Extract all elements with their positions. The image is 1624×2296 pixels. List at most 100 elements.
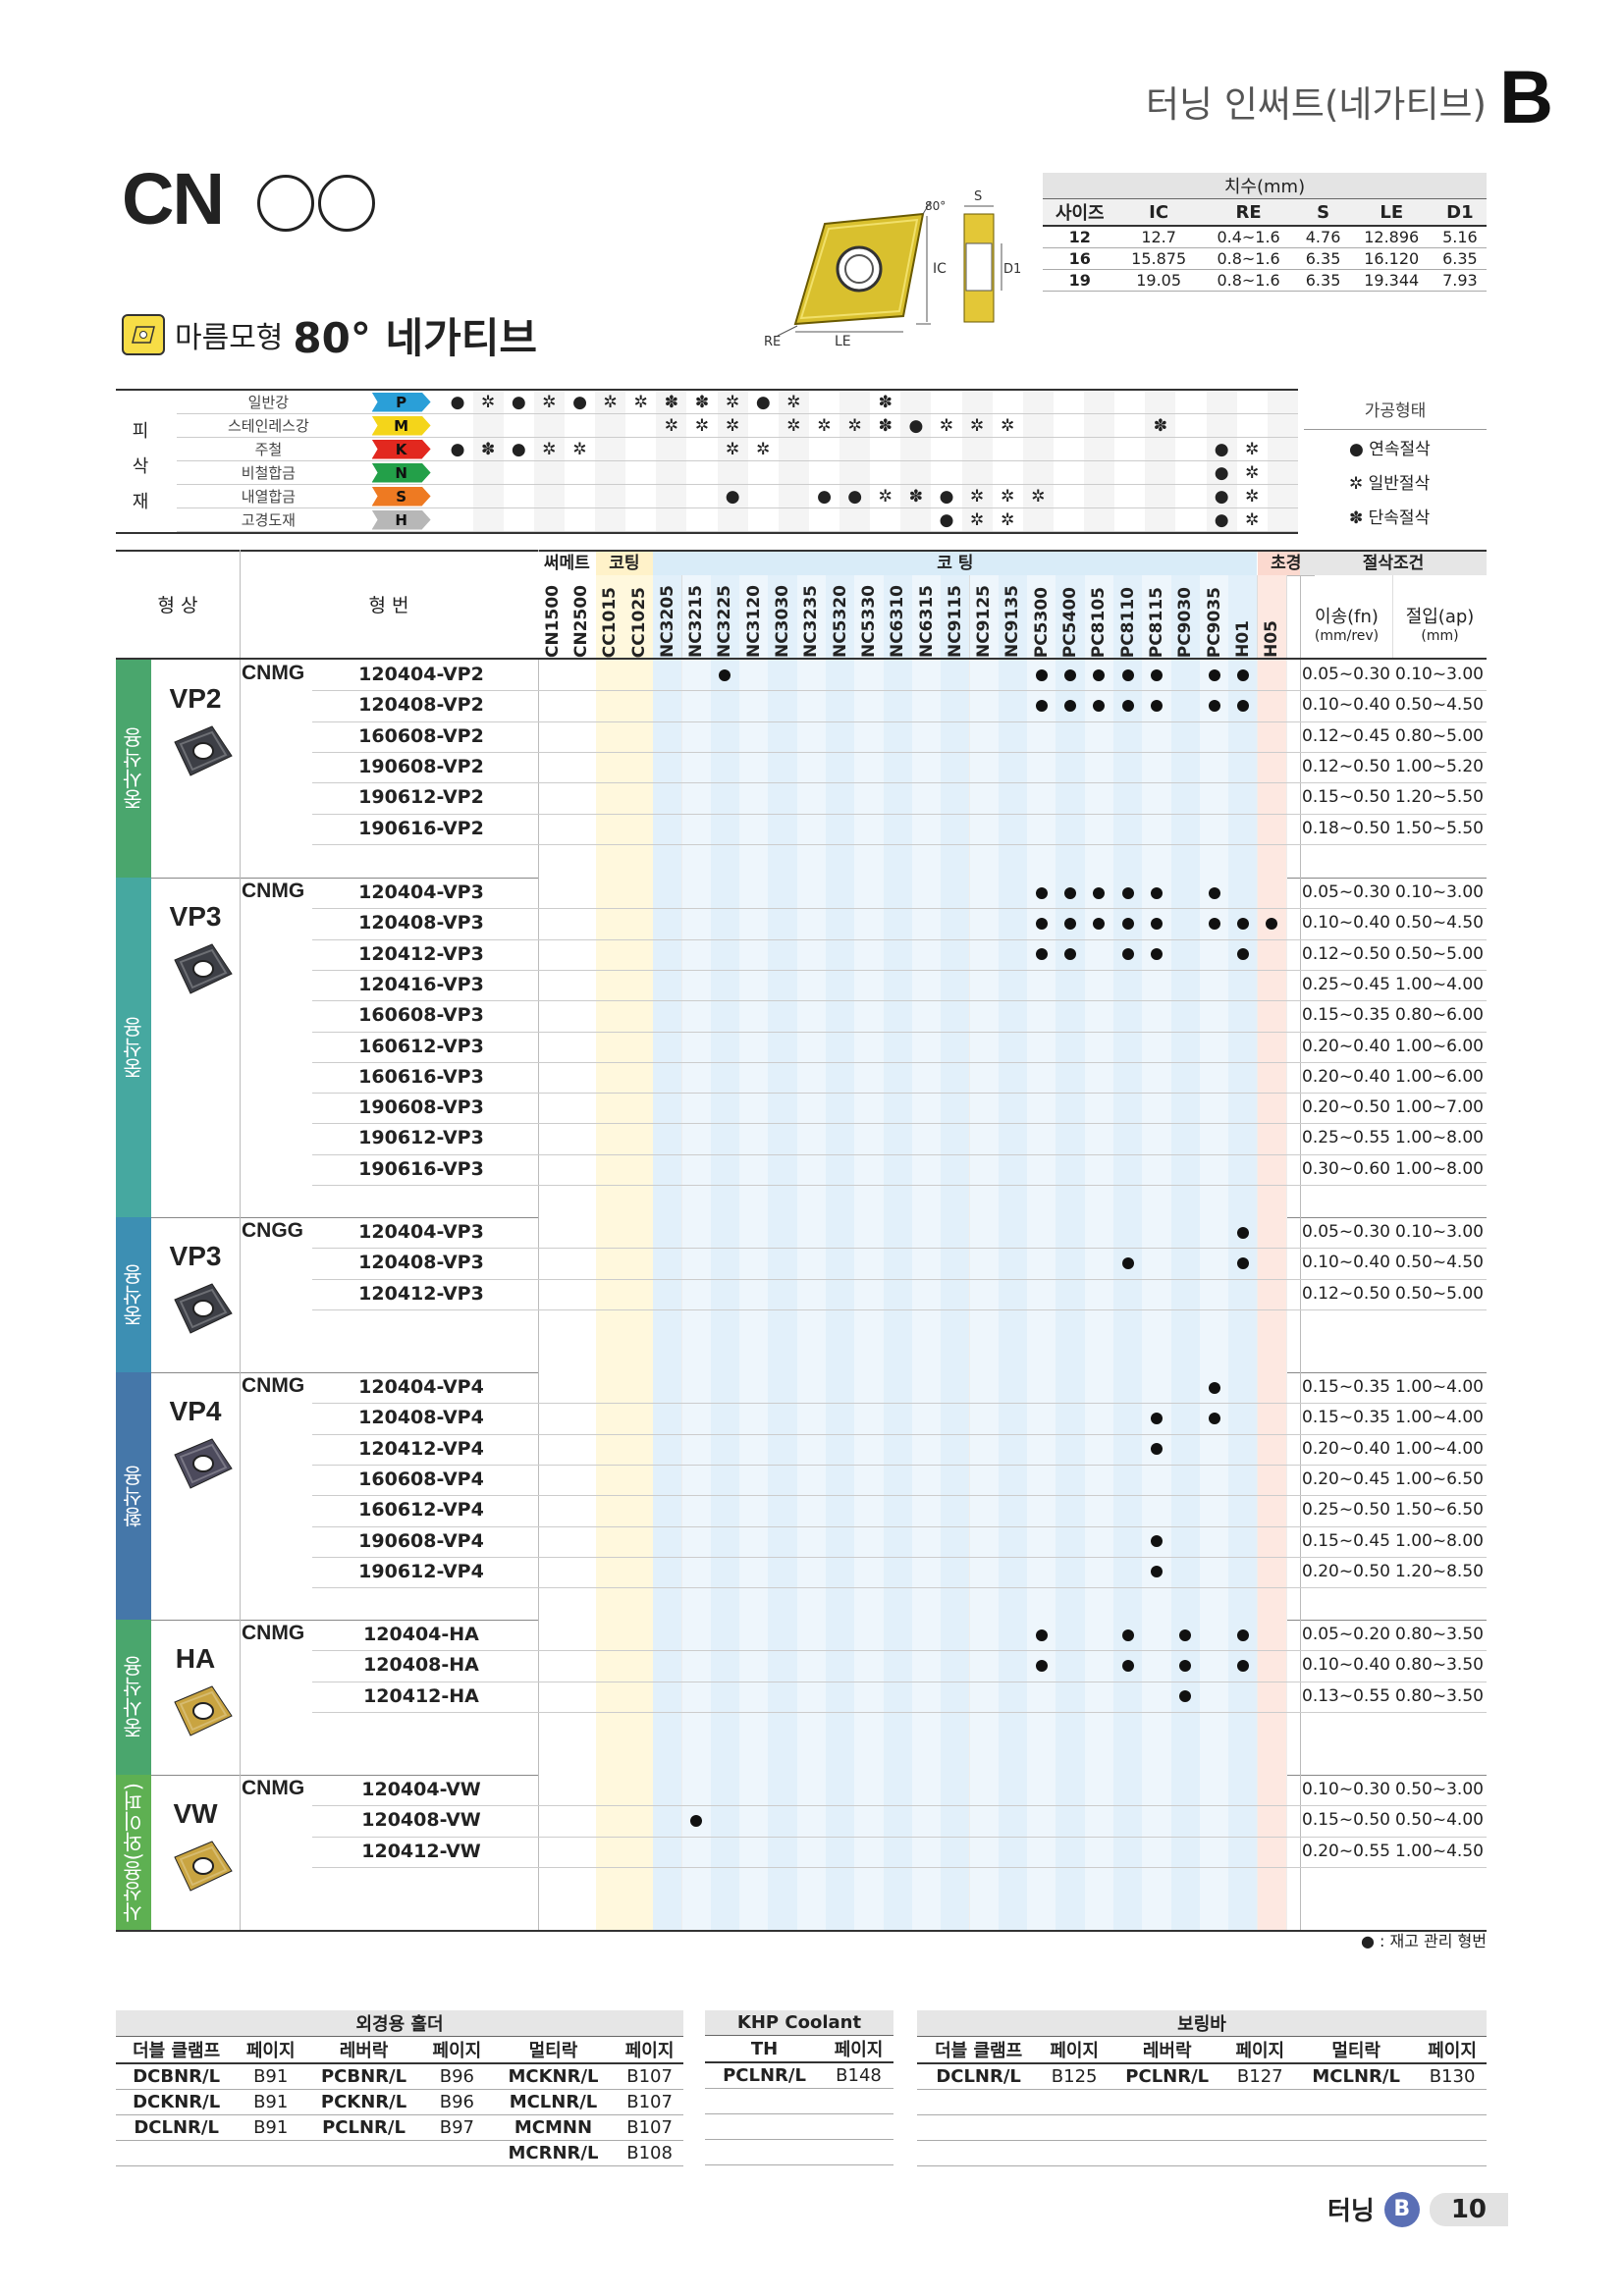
model-number: 160612-VP3 [358,1035,484,1057]
stock-dot [1236,1256,1249,1269]
insert-image [167,722,233,776]
grade-column-bg [796,1217,827,1372]
stock-dot [1093,699,1106,712]
stock-dot [1236,1629,1249,1641]
grade-column-bg [1113,1620,1144,1775]
holder-cell [917,2089,1041,2115]
divider [1300,1775,1301,1930]
insert-image [167,940,233,994]
holder-cell [705,2088,825,2114]
holder-cell [1225,2089,1295,2115]
dimension-cell: 0.8~1.6 [1200,269,1297,292]
holder-header-row: TH 페이지 [705,2035,893,2063]
row-rule [312,782,1487,784]
grade-name: H01 [1232,620,1253,658]
grade-column-bg [653,660,683,878]
model-number: 120404-VW [361,1779,481,1800]
section-band-label: 사상용(와이퍼) [122,1782,145,1923]
material-grade-cell [1022,437,1054,461]
divider [538,1620,539,1775]
holder-row: PCLNR/L B148 [705,2062,893,2089]
material-grade-cell: ✲ [656,413,687,438]
insert-name: HA [175,1643,216,1674]
material-grade-cell [595,413,626,438]
material-grade-cell: ✲ [717,437,748,461]
holder-cell [1418,2140,1487,2166]
grade-column-bg [739,660,770,878]
row-rule [312,721,1487,722]
dimension-cell: 6.35 [1433,247,1487,270]
stock-dot [1035,699,1048,712]
grade-column-header: PC8105 [1084,575,1114,658]
grade-name: PC8110 [1117,586,1138,658]
row-rule [312,1278,1487,1280]
stock-dot [1150,1412,1163,1424]
row-rule [312,1093,1487,1095]
dimension-row: 12 12.7 0.4~1.6 4.76 12.896 5.16 [1043,226,1487,248]
holder-header: 페이지 [824,2035,893,2063]
stock-dot [1150,917,1163,930]
row-rule [312,1711,1487,1713]
insert-name: VP3 [169,1241,222,1271]
grade-column-bg [1142,1217,1172,1372]
holder-cell: MCKNR/L [490,2063,617,2090]
holder-cell: B107 [616,2114,683,2141]
model-prefix: CNMG [242,1777,305,1799]
holder-cell [422,2140,491,2166]
dimension-cell: 0.8~1.6 [1200,247,1297,270]
material-grade-cell: ● [1206,507,1237,532]
holder-cell: B107 [616,2063,683,2090]
holder-cell: PCLNR/L [705,2062,825,2089]
material-row: 고경도재 H ● ✲ ✲ ● ✲ [177,507,1298,532]
depth-value: 0.10~3.00 [1395,882,1484,902]
holder-cell: B91 [237,2089,305,2115]
depth-value: 1.00~4.00 [1395,1377,1484,1397]
grade-column-bg [911,1775,943,1930]
angle-label: 80° [925,199,946,213]
grade-column-bg [826,1217,856,1372]
depth-value: 0.50~4.50 [1395,913,1484,934]
material-grade-cell [1267,413,1298,438]
row-rule [312,690,1487,692]
boring-bar-table: 보링바 더블 클램프 페이지 레버락 페이지 멀티락 페이지 DCLNR/L B125 PCLNR… [917,2010,1487,2166]
grade-column-bg [567,878,597,1217]
grade-column-bg [998,878,1029,1217]
material-grade-cell [992,437,1023,461]
material-grade-cell [931,460,962,485]
grade-column-bg [567,1620,597,1775]
holder-cell [1294,2140,1419,2166]
material-grade-cell [961,437,993,461]
dimension-cell: 19.344 [1349,269,1434,292]
material-grade-cell [1053,391,1085,414]
placeholder-circle [257,175,314,232]
model-number: 120408-HA [363,1654,479,1677]
material-grade-cell [625,437,657,461]
grade-column-bg [796,878,827,1217]
row-rule [312,1000,1487,1002]
holder-header: TH [705,2035,825,2063]
grade-column-bg [969,1775,1000,1930]
holder-cell: MCLNR/L [490,2089,617,2115]
material-code-cell: N [359,460,443,485]
dimension-cell: 5.16 [1433,226,1487,248]
stock-dot [1208,1412,1220,1424]
feed-value: 0.20~0.50 [1302,1561,1390,1581]
depth-value: 0.50~3.00 [1395,1780,1484,1799]
holder-header: 페이지 [1225,2036,1295,2064]
grade-name: CC1025 [628,586,649,658]
grade-column-bg [768,878,798,1217]
material-grade-cell: ● [1206,460,1237,485]
row-rule [312,1464,1487,1466]
grade-column-bg [1257,878,1287,1217]
material-grade-cell [931,391,962,414]
material-grade-cell [564,460,596,485]
material-grade-cell [595,460,626,485]
stock-dot [1150,699,1163,712]
material-grade-cell [442,413,473,438]
header-rule [116,550,1487,552]
holder-cell: DCLNR/L [116,2114,238,2141]
stock-dot [1150,886,1163,899]
material-grade-cell: ● [442,437,473,461]
grade-column-header: NC6310 [883,575,913,658]
